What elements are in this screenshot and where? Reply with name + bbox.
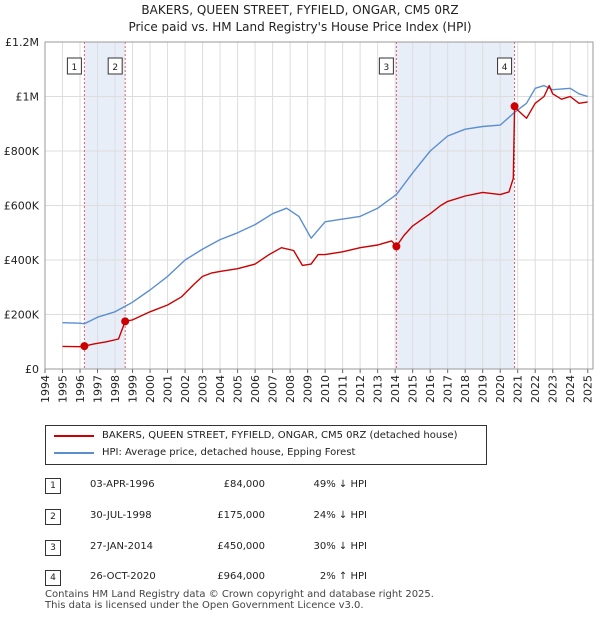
x-tick-label: 2005	[232, 375, 245, 403]
y-tick-label: £800K	[4, 145, 40, 158]
row-number-badge: 2	[45, 509, 61, 525]
annotation-box	[378, 57, 394, 75]
x-tick-label: 2017	[442, 375, 455, 403]
x-tick-label: 2003	[197, 375, 210, 403]
transaction-markers	[83, 42, 516, 369]
annotation-box	[107, 57, 123, 75]
y-tick-label: £200K	[4, 309, 40, 322]
chart-subtitle: Price paid vs. HM Land Registry's House …	[128, 20, 472, 34]
row-date: 30-JUL-1998	[90, 510, 152, 521]
plot-frame	[44, 41, 594, 370]
footer-licence: This data is licensed under the Open Gov…	[45, 600, 364, 611]
annotation-label: 1	[72, 63, 78, 73]
row-hpi-delta: 49% ↓ HPI	[313, 479, 367, 490]
x-tick-label: 1997	[92, 375, 105, 403]
y-tick-label: £1.2M	[5, 36, 39, 49]
y-tick-label: £600K	[4, 200, 40, 213]
y-tick-label: £400K	[4, 254, 40, 267]
annotation-box	[497, 57, 513, 75]
x-tick-label: 1996	[74, 375, 87, 403]
x-tick-label: 2025	[582, 375, 595, 403]
transaction-point	[392, 242, 401, 251]
legend-label-price: BAKERS, QUEEN STREET, FYFIELD, ONGAR, CM…	[102, 430, 458, 441]
x-tick-label: 2018	[459, 375, 472, 403]
x-tick-label: 2002	[179, 375, 192, 403]
price-chart: 1 2 3 4 £0 £200K £400K £600K £800K £1M £1.2M 1994…	[4, 36, 595, 403]
x-tick-label: 2012	[354, 375, 367, 403]
annotation-labels: 1 2 3 4	[66, 57, 513, 75]
annotation-box	[66, 57, 82, 75]
transaction-point	[80, 342, 89, 351]
annotation-label: 2	[112, 63, 118, 73]
x-tick-label: 2022	[529, 375, 542, 403]
row-date: 26-OCT-2020	[90, 571, 156, 582]
x-tick-label: 2009	[302, 375, 315, 403]
x-tick-label: 2000	[144, 375, 157, 403]
x-tick-label: 2020	[494, 375, 507, 403]
footer-copyright: Contains HM Land Registry data © Crown c…	[45, 589, 434, 600]
grid-lines	[44, 41, 593, 370]
x-tick-label: 2010	[319, 375, 332, 403]
x-tick-label: 2004	[214, 375, 227, 403]
y-tick-label: £1M	[16, 91, 40, 104]
table-row: 1 03-APR-1996 £84,000 49% ↓ HPI	[45, 476, 565, 496]
row-number-badge: 3	[45, 540, 61, 556]
x-tick-label: 1999	[127, 375, 140, 403]
x-tick-label: 2011	[337, 375, 350, 403]
table-row: 2 30-JUL-1998 £175,000 24% ↓ HPI	[45, 507, 565, 527]
legend-swatch-price	[54, 435, 94, 437]
row-number-badge: 4	[45, 570, 61, 586]
row-number-badge: 1	[45, 478, 61, 494]
x-tick-label: 2021	[512, 375, 525, 403]
series-line-hpi	[62, 84, 588, 325]
row-date: 03-APR-1996	[90, 479, 155, 490]
row-price: £964,000	[217, 571, 265, 582]
transaction-point	[121, 317, 130, 326]
x-tick-label: 2001	[162, 375, 175, 403]
transaction-points	[80, 102, 519, 351]
row-price: £84,000	[223, 479, 265, 490]
y-tick-label: £0	[25, 363, 39, 376]
footer: Contains HM Land Registry data © Crown c…	[45, 589, 565, 611]
x-axis-ticks: 1994 1995 1996 1997 1998 1999 2000 2001 2002 2003…	[39, 369, 595, 403]
legend-label-hpi: HPI: Average price, detached house, Eppi…	[102, 447, 356, 458]
x-tick-label: 2015	[407, 375, 420, 403]
y-axis-ticks: £0 £200K £400K £600K £800K £1M £1.2M	[4, 36, 40, 376]
transaction-point	[510, 102, 519, 111]
series-lines	[62, 84, 588, 348]
x-tick-label: 1998	[109, 375, 122, 403]
legend-swatch-hpi	[54, 452, 94, 454]
x-tick-label: 2019	[477, 375, 490, 403]
annotation-label: 3	[384, 63, 390, 73]
x-tick-label: 2014	[389, 375, 402, 403]
x-tick-label: 1995	[57, 375, 70, 403]
row-hpi-delta: 2% ↑ HPI	[319, 571, 367, 582]
x-tick-label: 2024	[564, 375, 577, 403]
row-hpi-delta: 24% ↓ HPI	[313, 510, 367, 521]
annotation-label: 4	[502, 63, 508, 73]
row-price: £450,000	[217, 541, 265, 552]
row-date: 27-JAN-2014	[90, 541, 154, 552]
table-row: 3 27-JAN-2014 £450,000 30% ↓ HPI	[45, 538, 565, 558]
x-tick-label: 2016	[424, 375, 437, 403]
x-tick-label: 1994	[39, 375, 52, 403]
x-tick-label: 2008	[284, 375, 297, 403]
series-line-price	[62, 84, 588, 348]
chart-title: BAKERS, QUEEN STREET, FYFIELD, ONGAR, CM…	[141, 3, 459, 17]
legend: BAKERS, QUEEN STREET, FYFIELD, ONGAR, CM…	[45, 425, 487, 465]
row-hpi-delta: 30% ↓ HPI	[313, 541, 367, 552]
x-tick-label: 2007	[267, 375, 280, 403]
row-price: £175,000	[217, 510, 265, 521]
x-tick-label: 2013	[372, 375, 385, 403]
x-tick-label: 2023	[547, 375, 560, 403]
x-tick-label: 2006	[249, 375, 262, 403]
table-row: 4 26-OCT-2020 £964,000 2% ↑ HPI	[45, 568, 565, 588]
